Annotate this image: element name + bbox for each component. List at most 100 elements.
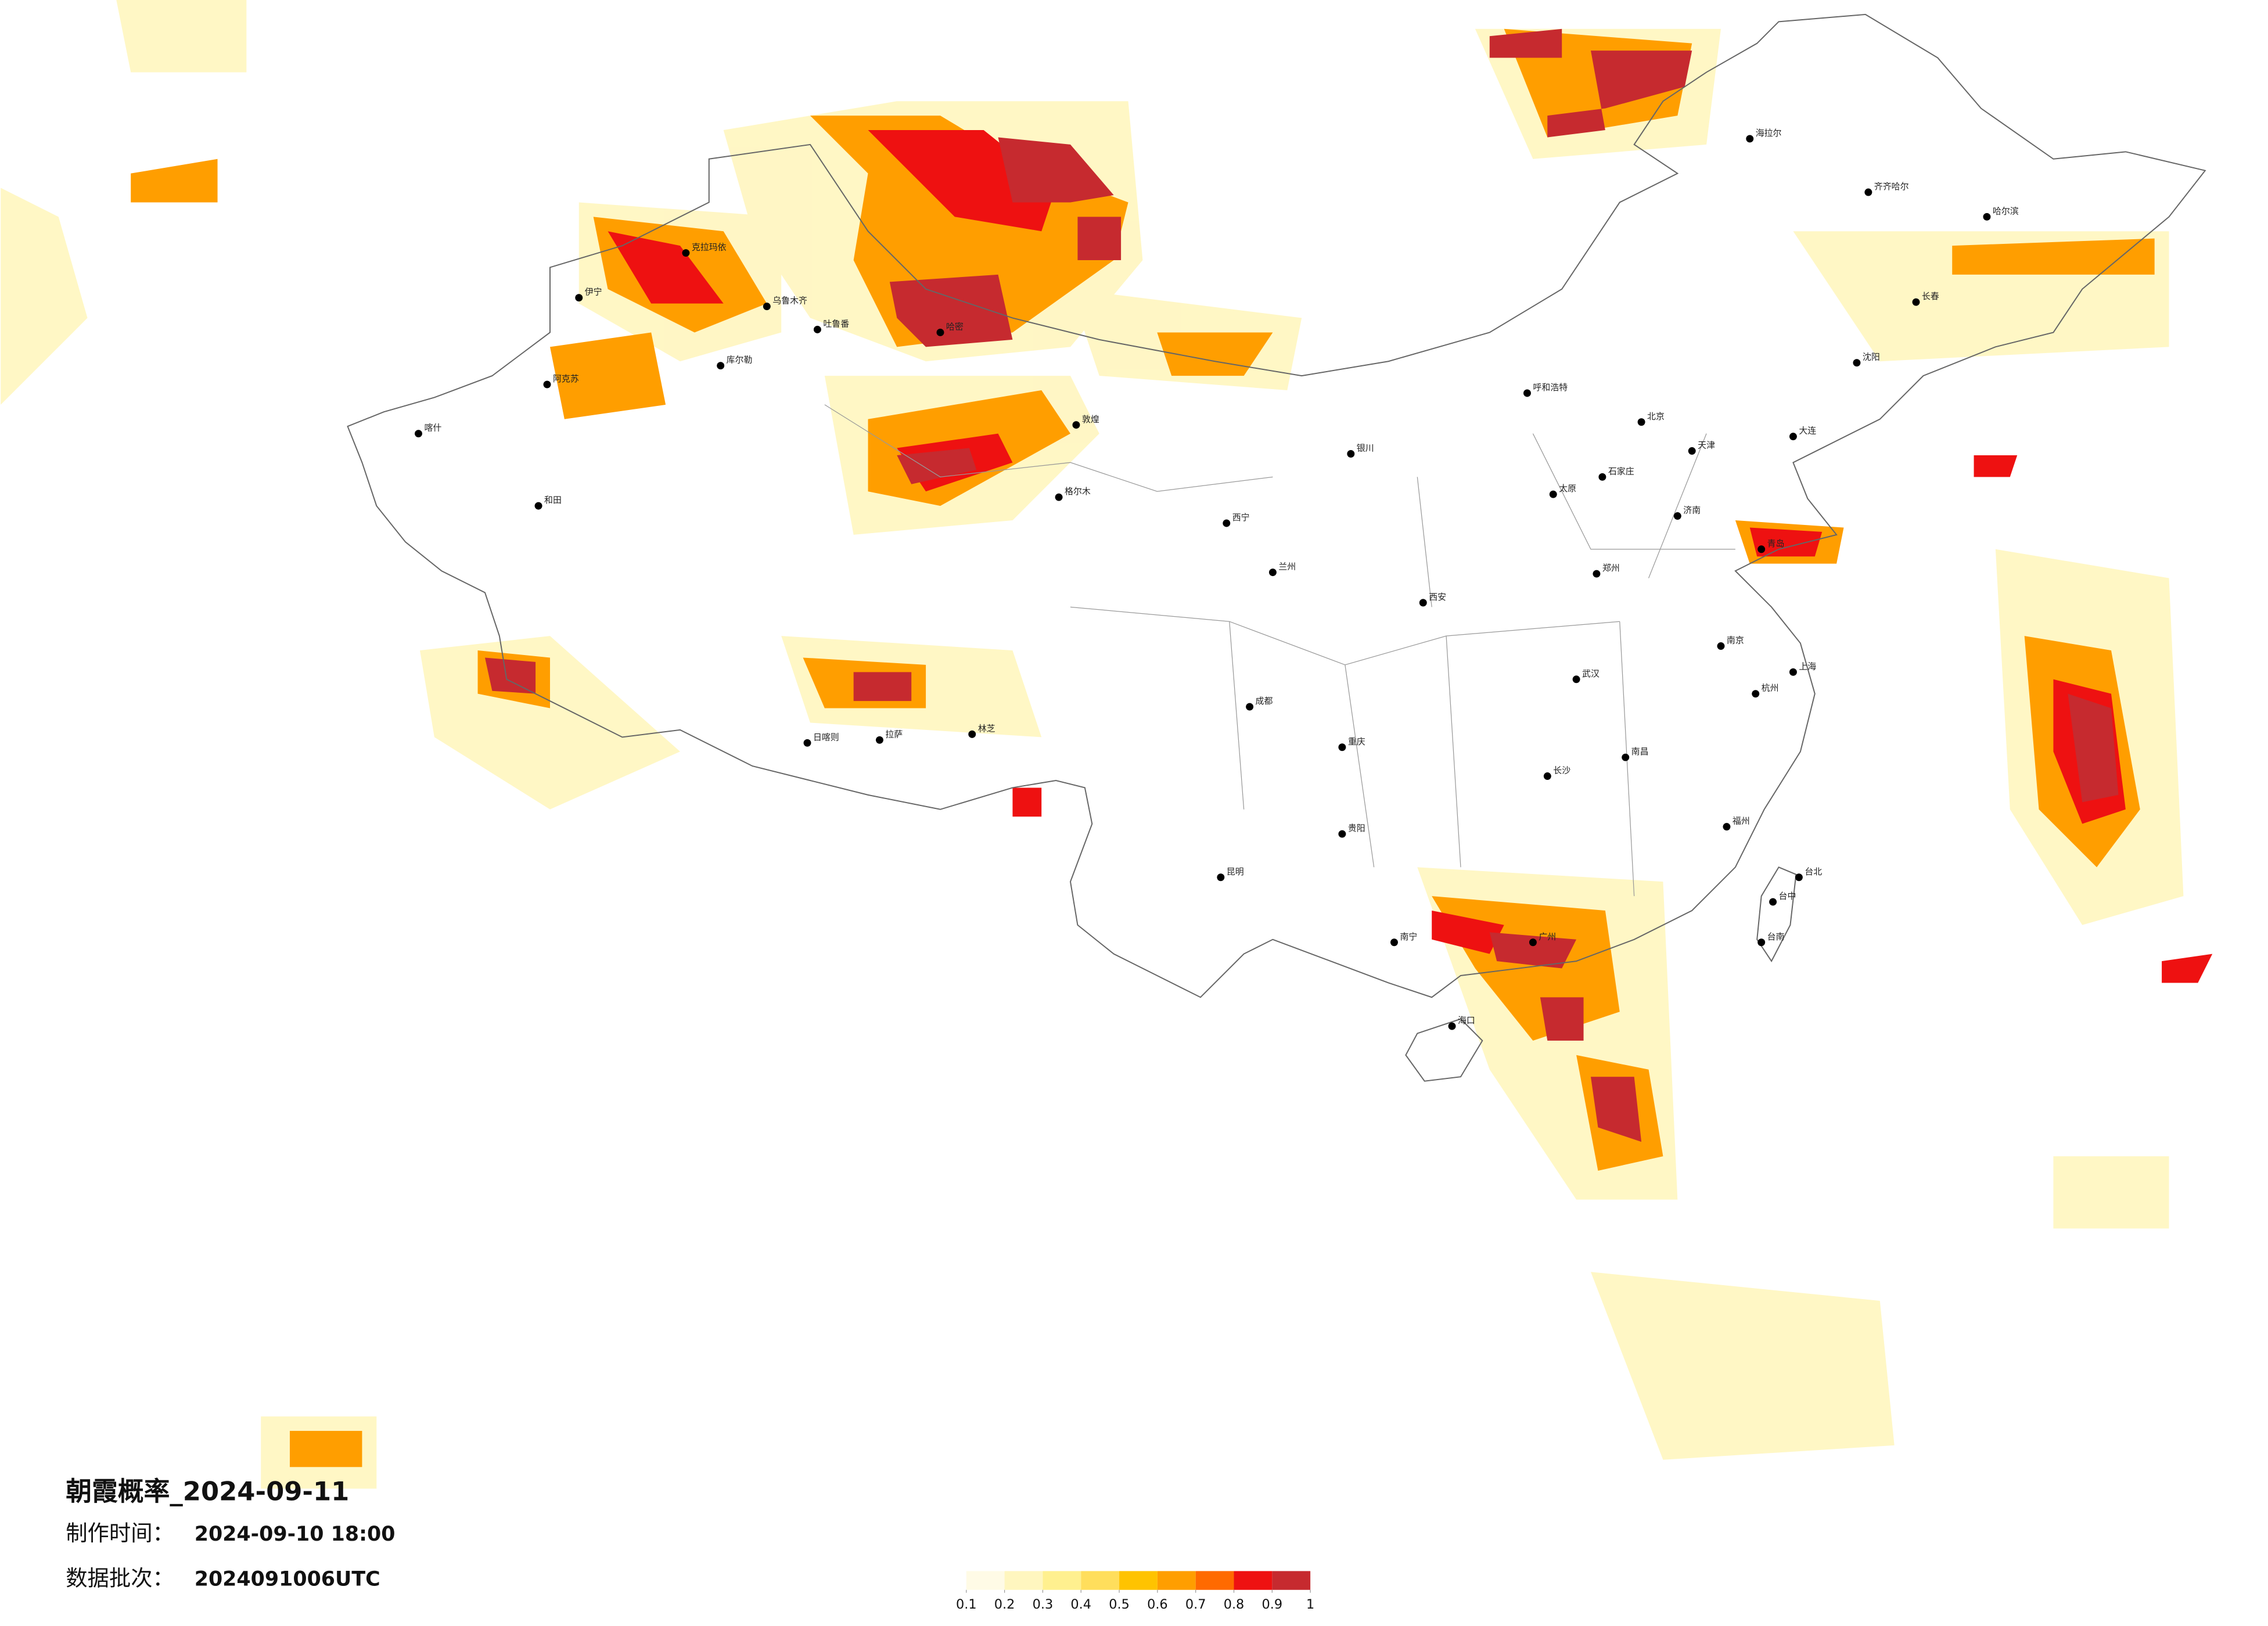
city-dot xyxy=(1549,490,1557,498)
city-label: 北京 xyxy=(1647,411,1665,422)
legend-tick-label: 0.1 xyxy=(956,1597,977,1612)
city-dot xyxy=(1757,938,1766,947)
city-dot xyxy=(575,294,583,302)
city-dot xyxy=(1338,830,1346,838)
city-dot xyxy=(1572,675,1580,684)
city-label: 喀什 xyxy=(424,423,441,433)
city-dot xyxy=(1769,898,1777,906)
city-label: 吐鲁番 xyxy=(823,318,849,329)
city-dot xyxy=(1419,599,1427,607)
legend-swatch xyxy=(1272,1571,1311,1590)
legend-swatch xyxy=(1195,1571,1234,1590)
city-label: 长沙 xyxy=(1553,765,1570,776)
legend-tick-label: 0.7 xyxy=(1185,1597,1206,1612)
city-label: 兰州 xyxy=(1278,562,1296,572)
city-label: 哈尔滨 xyxy=(1993,206,2019,216)
legend-tick-label: 0.2 xyxy=(994,1597,1015,1612)
city-dot xyxy=(1795,873,1803,882)
city-dot xyxy=(1912,298,1920,306)
city-dot xyxy=(803,739,811,747)
city-label: 银川 xyxy=(1357,443,1374,454)
city-dot xyxy=(1529,938,1537,947)
city-label: 西宁 xyxy=(1232,512,1250,523)
city-label: 青岛 xyxy=(1767,538,1785,549)
city-label: 拉萨 xyxy=(885,729,903,739)
city-dot xyxy=(1338,743,1346,751)
city-dot xyxy=(1637,418,1645,426)
city-label: 福州 xyxy=(1733,816,1750,826)
city-label: 大连 xyxy=(1799,426,1816,436)
city-dot xyxy=(1864,188,1872,196)
city-label: 南宁 xyxy=(1400,931,1417,942)
legend-swatch xyxy=(1043,1571,1081,1590)
city-label: 林芝 xyxy=(978,723,995,733)
city-dot xyxy=(682,249,690,257)
legend-swatch xyxy=(1157,1571,1196,1590)
city-dot xyxy=(1789,433,1797,441)
city-label: 成都 xyxy=(1256,696,1273,706)
city-label: 格尔木 xyxy=(1065,486,1091,497)
city-label: 重庆 xyxy=(1348,736,1365,747)
city-label: 南京 xyxy=(1727,635,1744,646)
batch-label: 数据批次： xyxy=(66,1565,174,1591)
made-label: 制作时间： xyxy=(66,1520,174,1546)
city-dot xyxy=(1448,1022,1456,1030)
legend-tick-label: 0.8 xyxy=(1224,1597,1245,1612)
city-dot xyxy=(1055,493,1063,501)
city-label: 和田 xyxy=(544,495,562,505)
city-label: 伊宁 xyxy=(585,287,602,297)
legend-tick-label: 1 xyxy=(1306,1597,1314,1612)
city-label: 齐齐哈尔 xyxy=(1874,181,1909,192)
legend-tick-label: 0.9 xyxy=(1262,1597,1283,1612)
city-label: 上海 xyxy=(1799,661,1816,671)
legend-tick-label: 0.4 xyxy=(1070,1597,1091,1612)
legend-tick-label: 0.6 xyxy=(1147,1597,1168,1612)
legend-swatch xyxy=(1004,1571,1043,1590)
country-outline xyxy=(347,13,2206,998)
city-dot xyxy=(1757,545,1766,553)
city-label: 台中 xyxy=(1779,891,1796,901)
city-label: 克拉玛依 xyxy=(692,242,727,253)
legend-tick-label: 0.5 xyxy=(1109,1597,1130,1612)
city-dot xyxy=(415,430,422,438)
batch: 2024091006UTC xyxy=(195,1567,380,1591)
city-label: 天津 xyxy=(1698,440,1715,451)
city-dot xyxy=(1723,823,1731,831)
city-label: 贵阳 xyxy=(1348,823,1365,833)
city-dot xyxy=(1593,570,1601,578)
city-dot xyxy=(1523,389,1531,397)
city-dot xyxy=(1223,519,1231,527)
city-label: 敦煌 xyxy=(1082,414,1099,425)
city-dot xyxy=(1217,873,1225,882)
city-dot xyxy=(1347,450,1355,458)
city-label: 台南 xyxy=(1767,931,1785,942)
city-label: 南昌 xyxy=(1631,746,1649,757)
city-dot xyxy=(813,325,821,333)
city-dot xyxy=(1390,938,1398,947)
city-dot xyxy=(1543,772,1551,780)
city-label: 武汉 xyxy=(1582,668,1600,679)
city-label: 阿克苏 xyxy=(553,373,579,384)
city-label: 杭州 xyxy=(1762,683,1779,693)
city-dot xyxy=(1983,213,1991,221)
city-label: 石家庄 xyxy=(1608,466,1634,476)
city-label: 海口 xyxy=(1458,1015,1475,1026)
city-dot xyxy=(1746,135,1754,143)
legend-swatch xyxy=(1234,1571,1273,1590)
city-label: 乌鲁木齐 xyxy=(772,296,807,306)
city-label: 哈密 xyxy=(946,321,964,332)
city-dot xyxy=(717,362,725,370)
city-dot xyxy=(1789,668,1797,676)
city-label: 长春 xyxy=(1922,291,1939,301)
city-dot xyxy=(1853,359,1861,367)
city-dot xyxy=(1622,753,1630,761)
city-dot xyxy=(936,328,944,336)
city-label: 昆明 xyxy=(1227,866,1244,877)
city-label: 台北 xyxy=(1805,866,1822,877)
city-label: 海拉尔 xyxy=(1756,128,1782,138)
legend: 0.1 0.2 0.3 0.4 0.5 0.6 0.7 0.8 0.9 1 xyxy=(956,1571,1314,1612)
legend-tick-label: 0.3 xyxy=(1033,1597,1054,1612)
